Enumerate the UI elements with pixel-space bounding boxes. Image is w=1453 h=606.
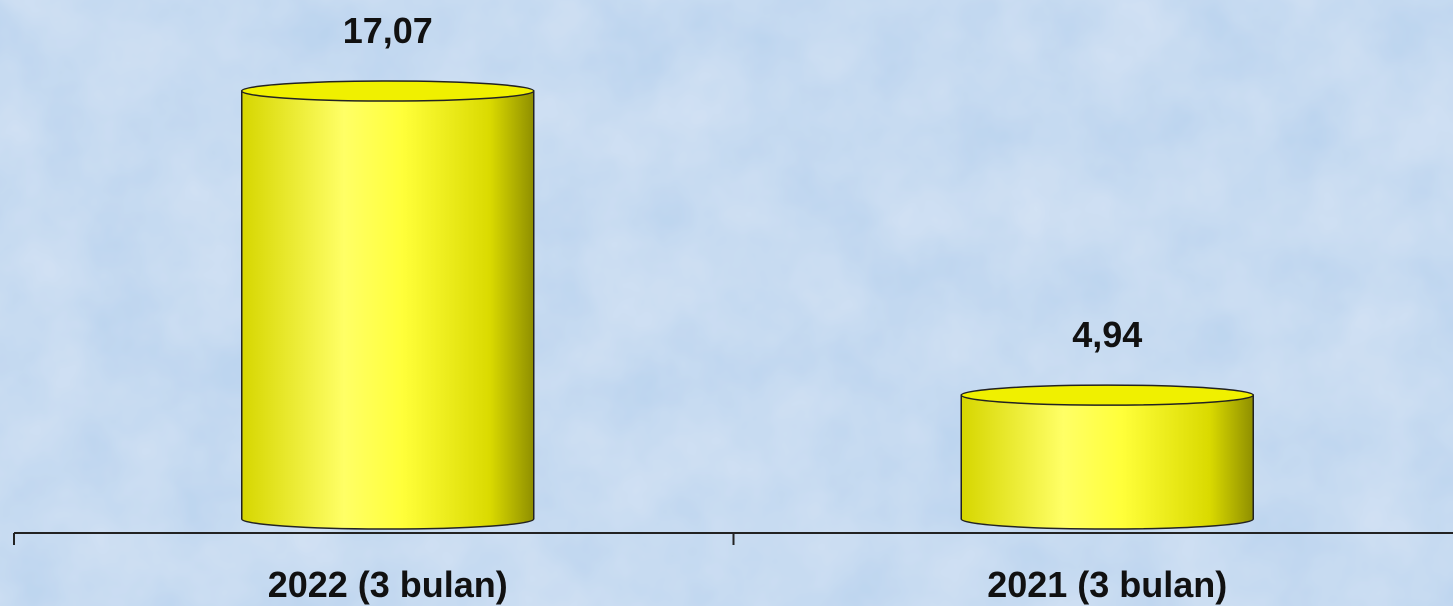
data-label: 17,07 [343,10,433,51]
x-tick-label: 2021 (3 bulan) [987,564,1227,605]
bar-2 [960,384,1254,530]
x-tick-label: 2022 (3 bulan) [268,564,508,605]
bar-body [241,90,535,530]
bar-1 [241,80,535,530]
bar-top [241,80,535,102]
data-label: 4,94 [1072,314,1142,355]
bar-top [960,384,1254,406]
bar-body [960,394,1254,530]
